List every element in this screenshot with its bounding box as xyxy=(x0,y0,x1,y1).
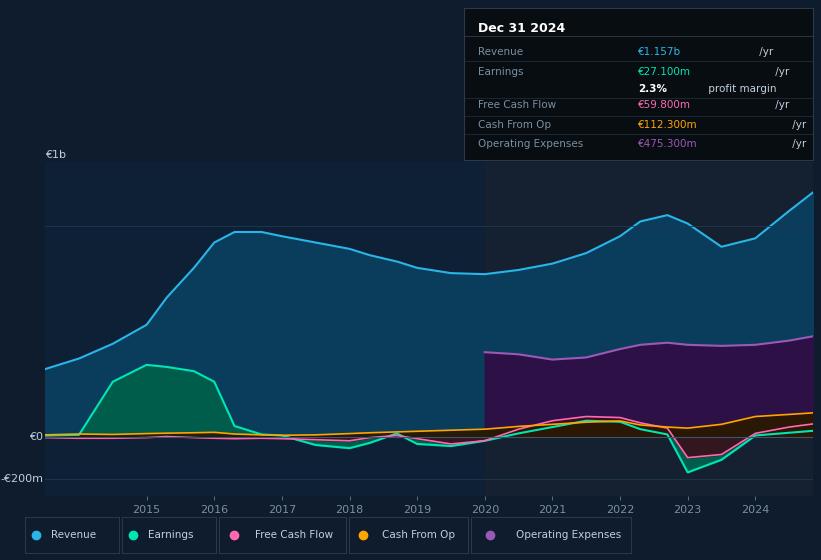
Text: Operating Expenses: Operating Expenses xyxy=(516,530,621,540)
Text: Cash From Op: Cash From Op xyxy=(383,530,456,540)
Bar xyxy=(484,162,813,496)
Text: Operating Expenses: Operating Expenses xyxy=(478,139,583,150)
Text: 2.3%: 2.3% xyxy=(639,83,667,94)
Text: /yr: /yr xyxy=(773,67,790,77)
Text: €1b: €1b xyxy=(45,150,67,160)
Text: €112.300m: €112.300m xyxy=(639,120,698,130)
Text: Cash From Op: Cash From Op xyxy=(478,120,551,130)
Text: Free Cash Flow: Free Cash Flow xyxy=(478,100,556,110)
Text: -€200m: -€200m xyxy=(1,474,44,484)
Text: profit margin: profit margin xyxy=(705,83,777,94)
Text: /yr: /yr xyxy=(789,139,806,150)
Text: /yr: /yr xyxy=(773,100,790,110)
Text: Free Cash Flow: Free Cash Flow xyxy=(255,530,333,540)
Text: Earnings: Earnings xyxy=(148,530,194,540)
Text: /yr: /yr xyxy=(755,47,773,57)
Text: Revenue: Revenue xyxy=(478,47,523,57)
Text: €59.800m: €59.800m xyxy=(639,100,691,110)
Text: Dec 31 2024: Dec 31 2024 xyxy=(478,22,565,35)
Text: €27.100m: €27.100m xyxy=(639,67,691,77)
Text: €475.300m: €475.300m xyxy=(639,139,698,150)
Text: Revenue: Revenue xyxy=(51,530,96,540)
Text: Earnings: Earnings xyxy=(478,67,523,77)
Text: €1.157b: €1.157b xyxy=(639,47,681,57)
Text: /yr: /yr xyxy=(789,120,806,130)
Text: €0: €0 xyxy=(30,432,44,441)
